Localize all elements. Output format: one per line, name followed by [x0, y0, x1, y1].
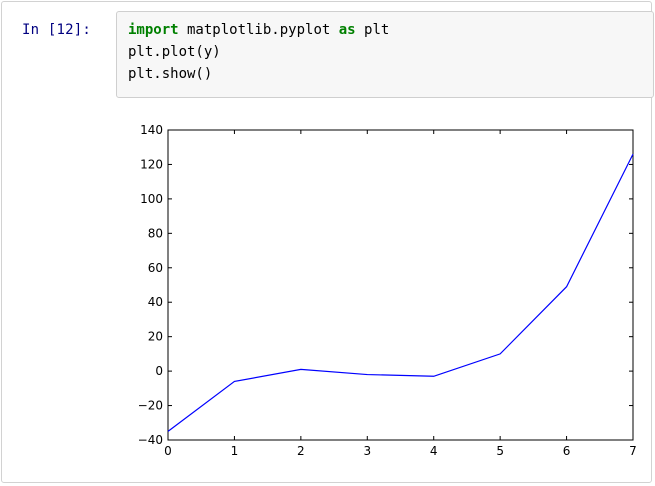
- x-tick-label: 6: [563, 444, 571, 458]
- code-line-2: plt.plot(y): [128, 44, 221, 60]
- keyword-import: import: [128, 22, 179, 38]
- code-editor[interactable]: import matplotlib.pyplot as plt plt.plot…: [116, 11, 654, 98]
- plot-frame: [167, 129, 634, 441]
- y-tick-label: 40: [148, 295, 163, 309]
- keyword-as: as: [338, 22, 356, 38]
- input-prompt: In [12]:: [22, 22, 92, 38]
- output-area: 140 120 100 80 60 40 20 0 −20 −40 0 1 2 3 4 5 6 7: [122, 114, 647, 464]
- code-text: plt: [355, 22, 390, 38]
- y-tick-label: −40: [138, 433, 163, 447]
- series-line: [167, 153, 634, 432]
- y-tick-label: 0: [155, 364, 163, 378]
- y-tick-label: 120: [140, 157, 163, 171]
- x-tick-label: 7: [629, 444, 637, 458]
- x-tick-label: 3: [363, 444, 371, 458]
- y-tick-label: 60: [148, 261, 163, 275]
- x-tick-label: 5: [496, 444, 504, 458]
- y-tick-label: −20: [138, 399, 163, 413]
- y-tick-label: 20: [148, 330, 163, 344]
- code-text: matplotlib.pyplot: [178, 22, 339, 38]
- y-tick-label: 80: [148, 226, 163, 240]
- x-tick-label: 4: [430, 444, 438, 458]
- y-tick-label: 100: [140, 192, 163, 206]
- x-tick-label: 1: [231, 444, 239, 458]
- code-line-1: import matplotlib.pyplot as plt: [128, 22, 389, 38]
- y-tick-label: 140: [140, 123, 163, 137]
- x-tick-label: 2: [297, 444, 305, 458]
- code-line-3: plt.show(): [128, 66, 213, 82]
- x-tick-label: 0: [164, 444, 172, 458]
